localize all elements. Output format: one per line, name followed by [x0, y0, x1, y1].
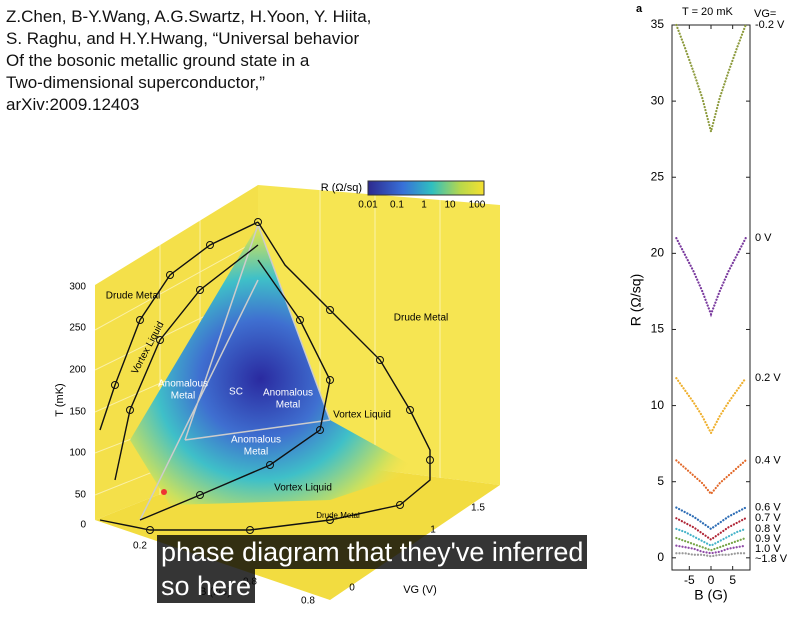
- citation: Z.Chen, B-Y.Wang, A.G.Swartz, H.Yoon, Y.…: [6, 6, 371, 116]
- v-tick: 1: [430, 525, 436, 536]
- subtitle-line: phase diagram that they've inferred: [157, 535, 588, 569]
- region-label: Vortex Liquid: [333, 410, 391, 421]
- series-label: 0.8 V: [755, 523, 781, 535]
- annotation: VG=: [754, 8, 776, 20]
- y-axis-label: R (Ω/sq): [628, 274, 644, 326]
- colorbar-tick: 100: [469, 200, 486, 211]
- t-tick: 200: [69, 365, 86, 376]
- v-tick: 0: [349, 583, 355, 594]
- panel-label: a: [636, 3, 643, 15]
- y-tick-label: 5: [657, 474, 664, 488]
- resistance-surface: [130, 225, 420, 505]
- series-line: [675, 527, 747, 547]
- video-subtitle: phase diagram that they've inferred so h…: [157, 535, 588, 603]
- colorbar-label: R (Ω/sq): [321, 182, 362, 194]
- phase-boundaries-inner: [139, 224, 331, 521]
- series-line: [675, 536, 747, 552]
- series-line: [675, 237, 747, 318]
- series-label: 0.2 V: [755, 372, 781, 384]
- data-markers: [111, 218, 434, 534]
- region-label: Drude Metal: [316, 511, 360, 520]
- citation-line: Of the bosonic metallic ground state in …: [6, 51, 310, 70]
- series-line: [675, 459, 747, 496]
- subtitle-line: so here: [157, 569, 256, 603]
- plot-frame: [671, 24, 751, 571]
- colorbar-tick: 10: [444, 200, 456, 211]
- series-label: -0.2 V: [755, 19, 785, 31]
- region-label: Anomalous: [231, 435, 281, 446]
- region-label: SC: [229, 387, 243, 398]
- y-tick-label: 25: [651, 169, 665, 183]
- series-line: [675, 506, 747, 531]
- x-tick-label: 0: [708, 573, 715, 587]
- y-tick-label: 15: [651, 322, 665, 336]
- t-tick: 50: [75, 490, 87, 501]
- x-axis-label: B (G): [694, 587, 727, 603]
- region-label: Metal: [171, 391, 195, 402]
- series-label: 0.9 V: [755, 533, 781, 545]
- v-tick: 1.5: [471, 503, 485, 514]
- y-tick-label: 30: [651, 93, 665, 107]
- region-label: Anomalous: [158, 379, 208, 390]
- v-tick: 0.8: [301, 596, 315, 607]
- annotation: T = 20 mK: [682, 6, 734, 18]
- series-line: [675, 23, 747, 136]
- citation-line: Two-dimensional superconductor,”: [6, 73, 265, 92]
- y-tick-label: 0: [657, 550, 664, 564]
- y-tick-label: 35: [651, 17, 665, 31]
- series-label: 0.6 V: [755, 501, 781, 513]
- series-line: [675, 377, 747, 436]
- region-label: Metal: [244, 447, 268, 458]
- region-label: Anomalous: [263, 388, 313, 399]
- series-label: 1.0 V: [755, 543, 781, 555]
- citation-line: S. Raghu, and H.Y.Hwang, “Universal beha…: [6, 29, 360, 48]
- x-tick-label: -5: [684, 573, 695, 587]
- series-label: ~1.8 V: [755, 553, 788, 565]
- colorbar: [367, 180, 485, 196]
- t-tick: 250: [69, 323, 86, 334]
- colorbar-tick: 1: [421, 200, 427, 211]
- t-tick: 100: [69, 448, 86, 459]
- y-tick-label: 20: [651, 246, 665, 260]
- t-tick: 0: [80, 520, 86, 531]
- series-line: [675, 552, 747, 558]
- phase-boundaries: [99, 221, 431, 531]
- colorbar-tick: 0.01: [358, 200, 378, 211]
- series-label: 0.7 V: [755, 512, 781, 524]
- t-axis-label: T (mK): [54, 383, 66, 416]
- series-label: 0.4 V: [755, 454, 781, 466]
- citation-line: arXiv:2009.12403: [6, 95, 140, 114]
- x-tick-label: 5: [729, 573, 736, 587]
- colorbar-tick: 0.1: [390, 200, 404, 211]
- t-tick: 150: [69, 407, 86, 418]
- b-tick: 0.2: [133, 541, 147, 552]
- highlight-point: [161, 489, 167, 495]
- series-line: [675, 517, 747, 541]
- series-label: 0 V: [755, 232, 772, 244]
- t-tick: 300: [69, 282, 86, 293]
- region-label: Drude Metal: [394, 313, 448, 324]
- series-line: [675, 544, 747, 555]
- y-tick-label: 10: [651, 398, 665, 412]
- region-label: Vortex Liquid: [274, 483, 332, 494]
- region-label: Drude Metal: [106, 291, 160, 302]
- region-label: Metal: [276, 400, 300, 411]
- citation-line: Z.Chen, B-Y.Wang, A.G.Swartz, H.Yoon, Y.…: [6, 7, 372, 26]
- v-axis-label: VG (V): [403, 584, 437, 596]
